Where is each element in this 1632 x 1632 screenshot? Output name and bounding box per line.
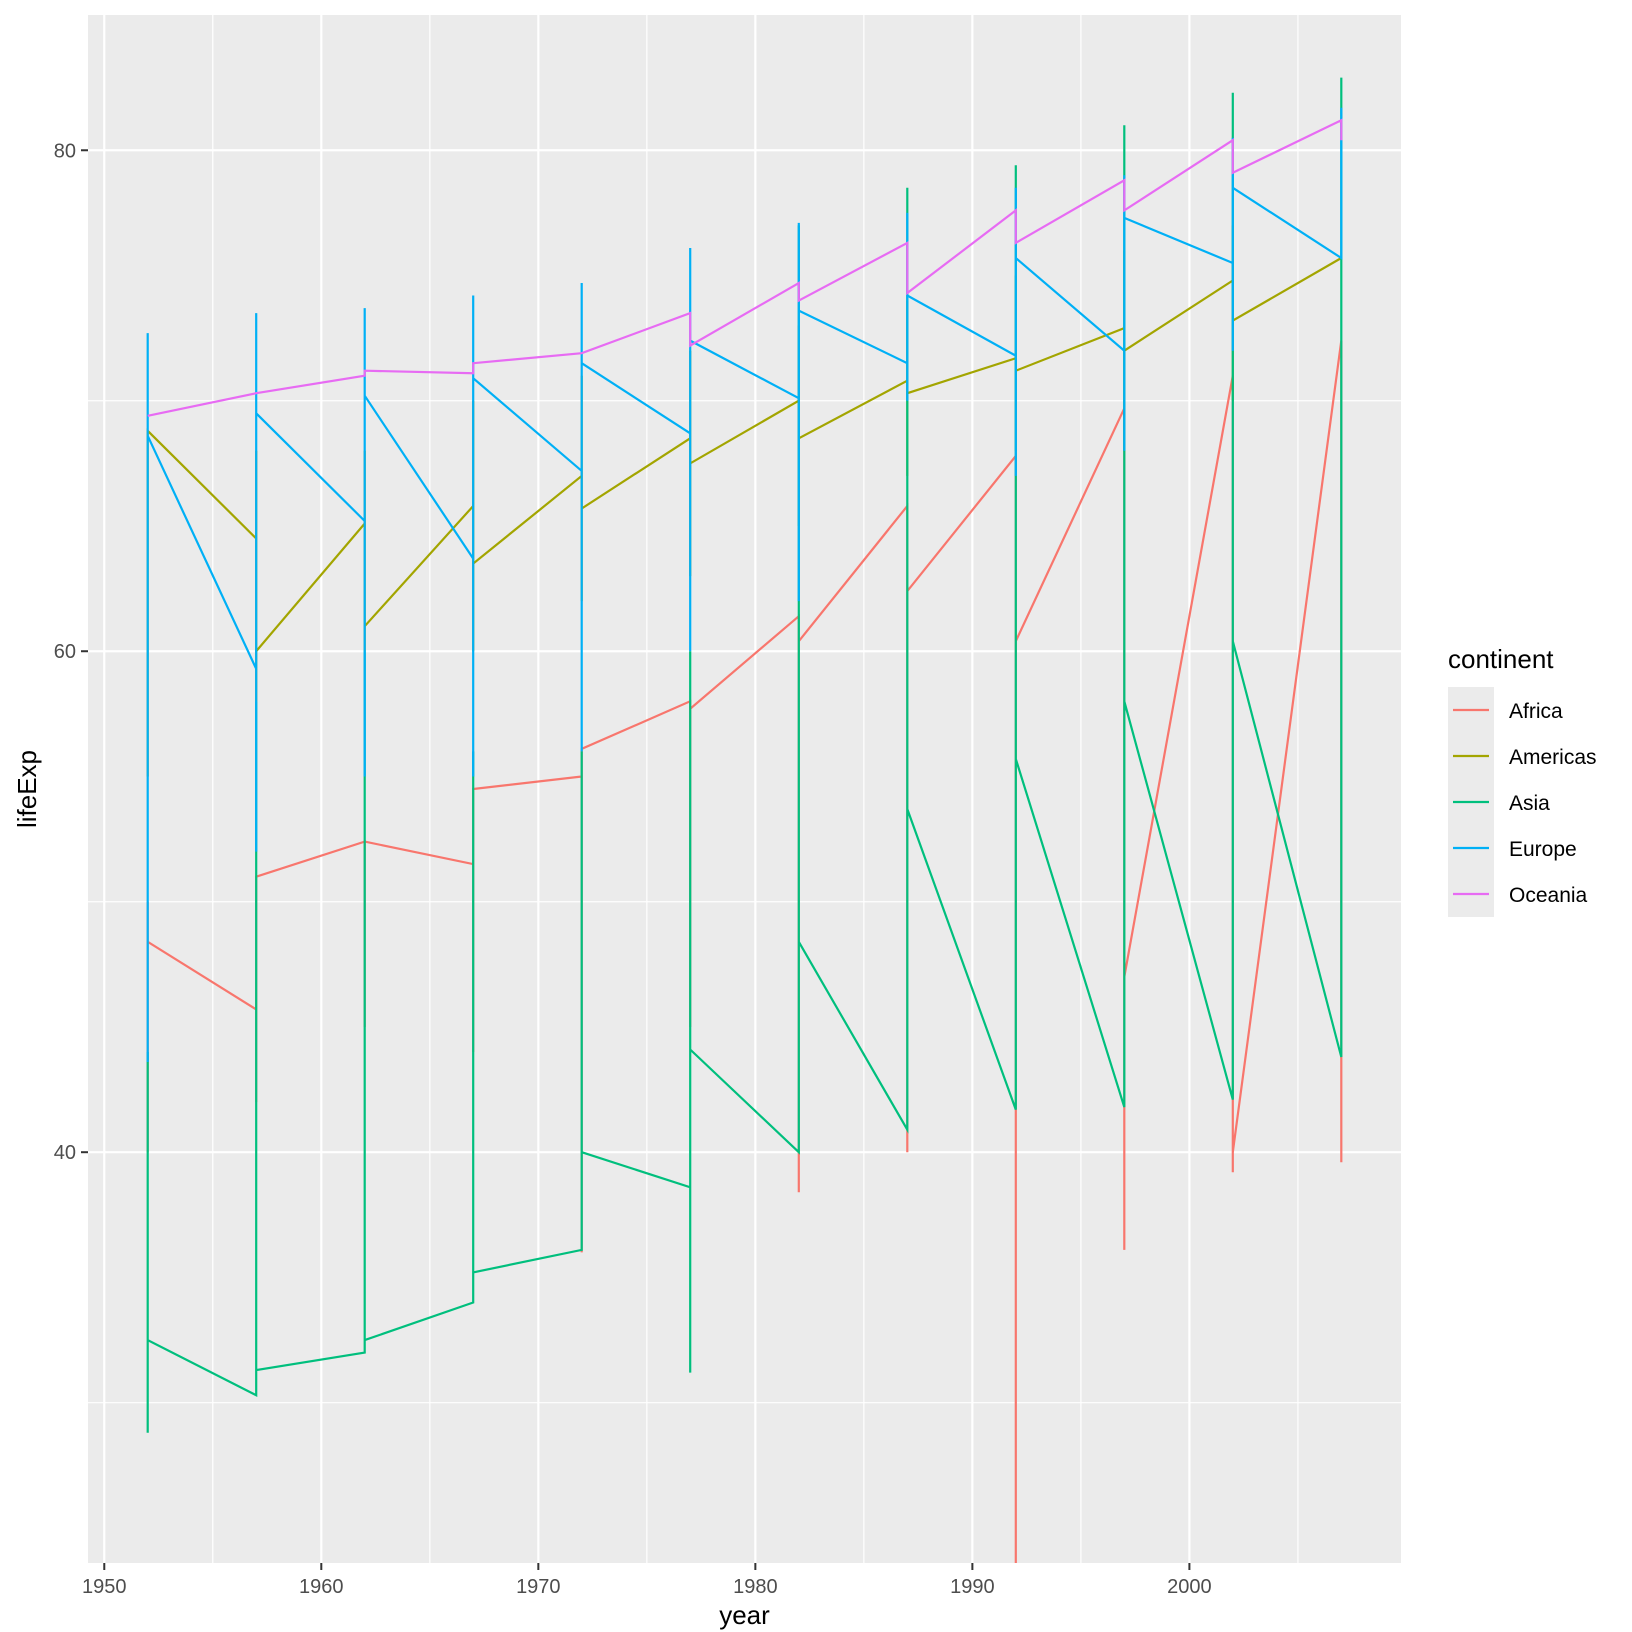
y-tick-label: 40 [54, 1142, 76, 1164]
minor-gridlines [88, 15, 1401, 1563]
y-axis-title: lifeExp [12, 750, 42, 828]
x-tick-label: 1980 [733, 1576, 778, 1598]
y-axis: 40 60 80 [54, 140, 88, 1164]
x-tick-label: 1970 [516, 1576, 561, 1598]
x-axis-title: year [719, 1600, 770, 1630]
legend-items: Africa Americas Asia Europe Oceania [1453, 700, 1597, 907]
legend-label-europe: Europe [1509, 838, 1577, 861]
series-lines [146, 77, 1343, 1563]
y-tick-label: 60 [54, 641, 76, 663]
legend-label-africa: Africa [1509, 700, 1563, 723]
legend-label-americas: Americas [1509, 746, 1597, 769]
x-tick-label: 1990 [950, 1576, 995, 1598]
x-tick-label: 2000 [1167, 1576, 1212, 1598]
legend-title: continent [1448, 644, 1554, 674]
x-axis: 1950 1960 1970 1980 1990 2000 [82, 1563, 1212, 1598]
series-line-asia [146, 77, 1343, 1433]
major-gridlines [88, 15, 1401, 1563]
legend-label-oceania: Oceania [1509, 884, 1588, 907]
series-line-oceania [147, 118, 1343, 417]
legend: continent Africa Americas Asia Europe Oceani… [1448, 644, 1597, 917]
plot-panel [88, 15, 1401, 1563]
x-tick-label: 1960 [299, 1576, 344, 1598]
x-tick-label: 1950 [82, 1576, 127, 1598]
y-tick-label: 80 [54, 140, 76, 162]
legend-label-asia: Asia [1509, 792, 1550, 815]
